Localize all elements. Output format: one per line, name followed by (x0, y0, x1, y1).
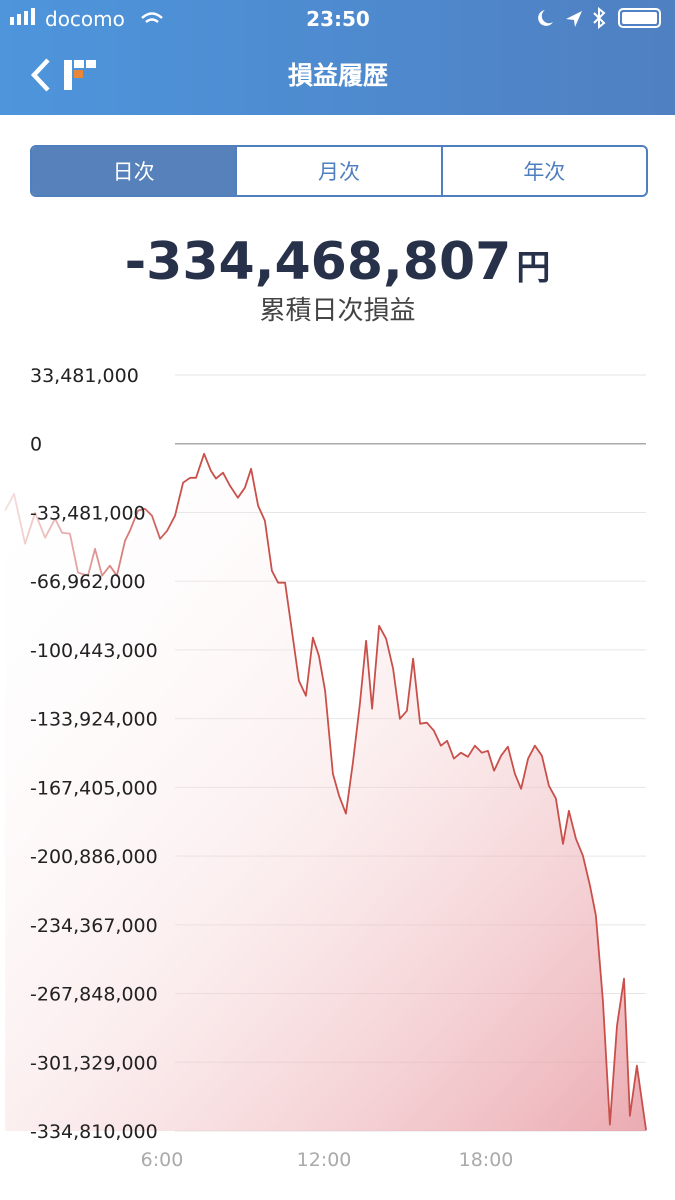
tab[interactable]: 年次 (440, 147, 646, 195)
battery-level (622, 12, 657, 24)
clock: 23:50 (306, 7, 370, 31)
y-tick-label: 0 (30, 434, 42, 456)
header-graphics: docomo 23:50 損益履歴 (10, 6, 661, 92)
y-tick-label: -33,481,000 (30, 502, 146, 524)
summary-label: 累積日次損益 (259, 296, 416, 326)
bluetooth-icon (593, 6, 606, 30)
header: docomo 23:50 損益履歴 (0, 0, 675, 115)
y-tick-label: 33,481,000 (30, 365, 139, 387)
y-tick-label: -167,405,000 (30, 777, 158, 799)
carrier: docomo (45, 7, 125, 31)
app-logo (64, 60, 96, 90)
summary: -334,468,807 円 累積日次損益 (0, 232, 675, 327)
x-tick-label: 12:00 (297, 1149, 352, 1171)
nav-title: 損益履歴 (288, 61, 388, 90)
tab[interactable]: 日次 (32, 147, 236, 195)
signal-icon (10, 8, 35, 25)
x-tick-label: 6:00 (141, 1149, 184, 1171)
wifi-icon (141, 12, 163, 24)
area-fill (5, 453, 647, 1131)
location-icon (566, 11, 582, 27)
y-tick-label: -66,962,000 (30, 571, 146, 593)
y-tick-label: -334,810,000 (30, 1121, 158, 1143)
summary-unit: 円 (516, 248, 551, 288)
y-tick-label: -267,848,000 (30, 984, 158, 1006)
moon-icon (538, 10, 553, 26)
y-tick-label: -301,329,000 (30, 1052, 158, 1074)
y-tick-label: -100,443,000 (30, 640, 158, 662)
battery-icon (618, 8, 661, 28)
x-tick-label: 18:00 (459, 1149, 514, 1171)
summary-value: -334,468,807 (124, 232, 512, 292)
line (4, 452, 647, 1131)
y-tick-label: -133,924,000 (30, 709, 158, 731)
tab-bar: 日次 月次 年次 (30, 145, 648, 197)
y-tick-label: -200,886,000 (30, 846, 158, 868)
y-tick-label: -234,367,000 (30, 915, 158, 937)
back-button[interactable] (30, 58, 50, 92)
tab[interactable]: 月次 (235, 147, 440, 195)
